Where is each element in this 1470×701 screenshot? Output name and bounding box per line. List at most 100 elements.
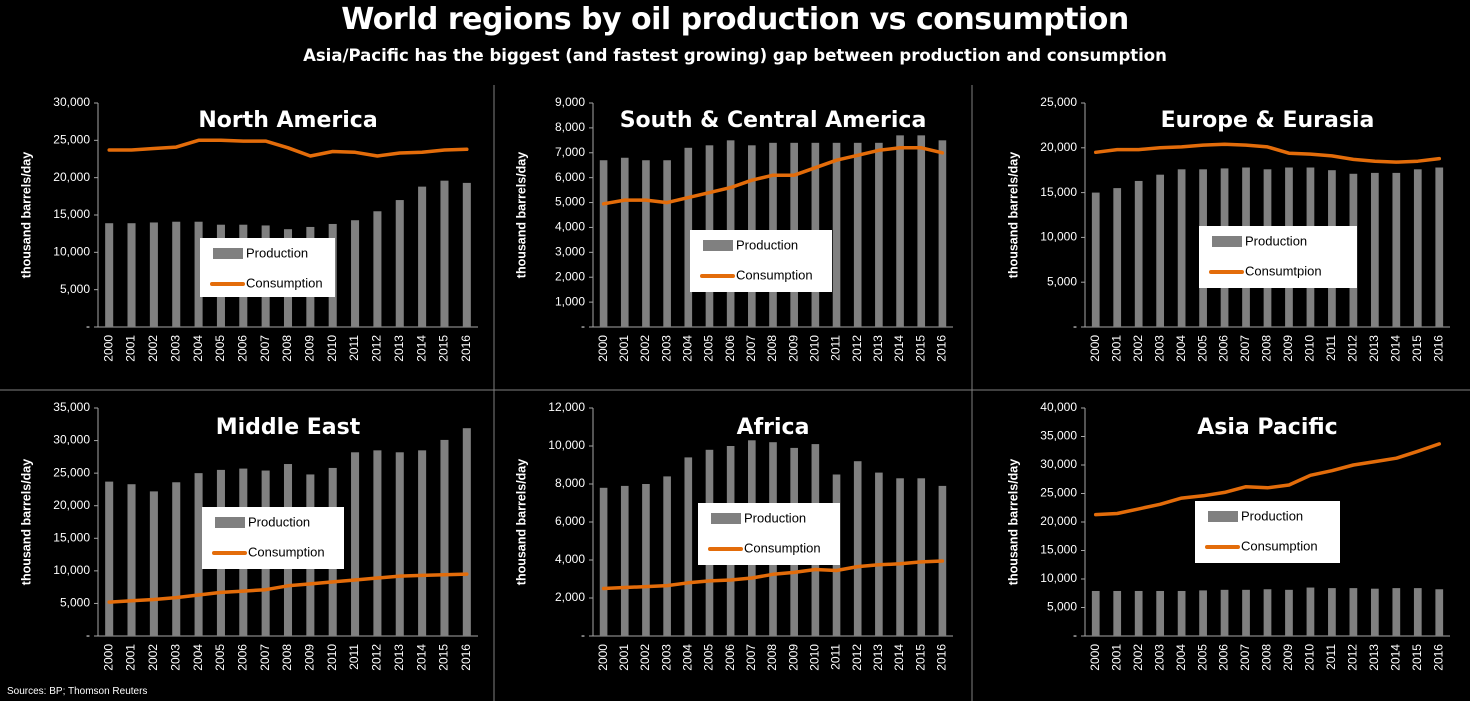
x-tick-label: 2012 <box>850 335 864 362</box>
x-tick-label: 2003 <box>659 644 673 671</box>
production-bar <box>599 160 608 327</box>
production-bar <box>684 147 693 327</box>
consumption-point <box>1416 450 1419 453</box>
y-tick-label: 5,000 <box>60 282 90 296</box>
consumption-point <box>1180 496 1183 500</box>
consumption-point <box>729 578 732 582</box>
consumption-point <box>1180 145 1183 149</box>
consumption-point <box>1395 456 1398 460</box>
chart-title: South & Central America <box>620 108 927 133</box>
legend-swatch-production <box>1208 511 1238 522</box>
y-tick-label: 8,000 <box>555 476 585 490</box>
x-tick-label: 2004 <box>191 335 205 362</box>
y-tick-label: 30,000 <box>53 95 90 109</box>
consumption-point <box>941 559 944 563</box>
chart-panel-0: North America - 5,000 10,000 15,000 20,000 25,… <box>19 95 478 362</box>
chart-panel-3: Middle East - 5,000 10,000 15,000 20,000 25,00… <box>19 400 478 671</box>
production-bar <box>1328 588 1336 636</box>
legend: Production Consumption <box>690 230 832 292</box>
x-tick-label: 2007 <box>258 644 272 671</box>
x-tick-label: 2001 <box>1109 644 1123 671</box>
consumption-point <box>286 146 290 149</box>
legend-box <box>200 238 335 297</box>
x-tick-label: 2005 <box>213 644 227 671</box>
consumption-point <box>1244 143 1248 147</box>
legend-label-consumption: Consumtpion <box>1245 263 1322 278</box>
x-tick-label: 2004 <box>680 644 694 671</box>
production-bar <box>1349 588 1358 636</box>
production-bar <box>1285 589 1293 636</box>
consumption-point <box>729 186 732 189</box>
consumption-point <box>877 563 881 566</box>
consumption-point <box>1438 157 1441 160</box>
production-bar <box>1263 589 1272 636</box>
consumption-point <box>623 198 626 202</box>
x-tick-label: 2002 <box>146 335 160 362</box>
production-bar <box>1134 590 1143 636</box>
consumption-point <box>856 154 859 157</box>
consumption-point <box>1244 485 1248 488</box>
y-tick-label: 1,000 <box>555 294 585 308</box>
y-tick-label: 5,000 <box>555 195 585 209</box>
consumption-point <box>1201 143 1205 147</box>
production-bar <box>418 186 427 327</box>
x-tick-label: 2013 <box>871 644 885 671</box>
legend-label-consumption: Consumption <box>246 275 323 290</box>
x-tick-label: 2010 <box>325 335 339 362</box>
x-tick-label: 2012 <box>370 644 384 671</box>
consumption-point <box>1287 151 1291 155</box>
legend-label-consumption: Consumption <box>248 544 325 559</box>
x-tick-label: 2011 <box>347 644 361 670</box>
y-tick-label: - <box>581 319 585 333</box>
consumption-point <box>309 154 312 158</box>
legend-label-production: Production <box>1241 508 1303 523</box>
production-bar <box>620 485 629 636</box>
production-bar <box>149 222 158 327</box>
x-tick-label: 2010 <box>808 644 822 671</box>
x-tick-label: 2009 <box>786 644 800 671</box>
production-bar <box>1177 590 1186 636</box>
consumption-point <box>1201 494 1205 497</box>
x-tick-label: 2001 <box>124 644 138 671</box>
consumption-point <box>130 599 133 603</box>
x-tick-label: 2000 <box>596 644 610 671</box>
x-tick-label: 2015 <box>437 335 451 362</box>
x-tick-label: 2007 <box>258 335 272 362</box>
x-tick-label: 2002 <box>146 644 160 671</box>
production-bar <box>105 481 114 636</box>
x-tick-label: 2010 <box>1303 644 1317 671</box>
consumption-point <box>1352 463 1355 467</box>
consumption-point <box>219 139 223 142</box>
production-bar <box>1177 169 1186 327</box>
y-tick-label: 15,000 <box>1040 543 1077 557</box>
production-bar <box>373 211 382 327</box>
production-bar <box>194 473 203 636</box>
production-bar <box>663 476 671 636</box>
production-bar <box>599 487 608 636</box>
legend: Production Consumption <box>698 503 840 565</box>
production-bar <box>462 182 471 327</box>
legend-label-production: Production <box>248 514 310 529</box>
x-tick-label: 2005 <box>1195 335 1209 362</box>
consumption-point <box>665 201 669 204</box>
consumption-point <box>898 562 902 565</box>
y-tick-label: 5,000 <box>60 596 90 610</box>
production-bar <box>875 142 883 327</box>
legend: Production Consumption <box>1195 501 1340 563</box>
legend-label-consumption: Consumption <box>736 267 813 282</box>
legend-swatch-production <box>1212 236 1242 247</box>
y-tick-label: - <box>581 628 585 642</box>
x-tick-label: 2016 <box>459 644 473 671</box>
x-tick-label: 2006 <box>1217 335 1231 362</box>
x-tick-label: 2016 <box>459 335 473 362</box>
subtitle: Asia/Pacific has the biggest (and fastes… <box>303 46 1167 65</box>
x-tick-label: 2016 <box>1431 644 1445 671</box>
consumption-point <box>465 572 469 576</box>
consumption-point <box>1395 160 1398 164</box>
consumption-point <box>644 585 648 588</box>
production-bar <box>853 142 862 327</box>
consumption-point <box>877 149 881 152</box>
production-bar <box>1091 590 1100 636</box>
production-bar <box>395 200 404 327</box>
x-tick-label: 2000 <box>1088 644 1102 671</box>
